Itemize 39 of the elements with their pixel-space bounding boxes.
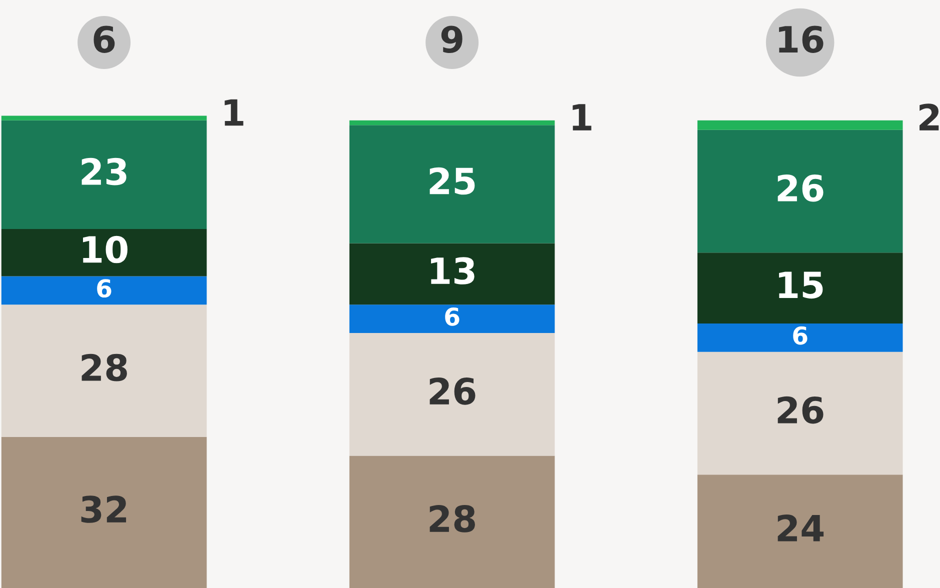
- bar: [697, 130, 903, 253]
- text: 16: [779, 26, 824, 53]
- data-label: 26: [778, 396, 824, 424]
- text: 6: [94, 26, 115, 53]
- bar: [1, 276, 207, 305]
- bar: [697, 352, 903, 475]
- data-label: 6: [97, 279, 112, 298]
- data-label: 2: [920, 104, 939, 130]
- text: 9: [441, 26, 462, 53]
- data-label: 26: [430, 378, 476, 405]
- bar: [1, 120, 207, 230]
- data-label: 13: [431, 257, 474, 284]
- bar: [697, 252, 903, 324]
- bar: [349, 120, 555, 126]
- bar: [1, 116, 207, 120]
- data-label: 1: [224, 99, 244, 126]
- data-label: 28: [82, 354, 127, 382]
- data-label: 10: [83, 236, 128, 264]
- data-label: 15: [779, 272, 823, 299]
- bar: [349, 332, 555, 456]
- data-label: 6: [445, 307, 460, 326]
- bar: [697, 324, 903, 352]
- bar: [349, 125, 555, 244]
- data-label: 23: [82, 158, 126, 186]
- bar: [349, 304, 555, 333]
- data-label: 26: [778, 174, 824, 202]
- bar: [697, 120, 903, 130]
- data-label: 28: [430, 505, 475, 532]
- data-label: 1: [572, 104, 592, 130]
- bar: [697, 474, 903, 588]
- bar: [1, 304, 207, 437]
- data-label: 32: [81, 496, 126, 523]
- data-label: 25: [430, 167, 475, 195]
- bar: [349, 243, 555, 305]
- bar: [349, 456, 555, 588]
- bar: [1, 229, 207, 276]
- data-label: 6: [793, 326, 808, 345]
- data-label: 24: [778, 514, 824, 542]
- bar: [1, 436, 207, 588]
